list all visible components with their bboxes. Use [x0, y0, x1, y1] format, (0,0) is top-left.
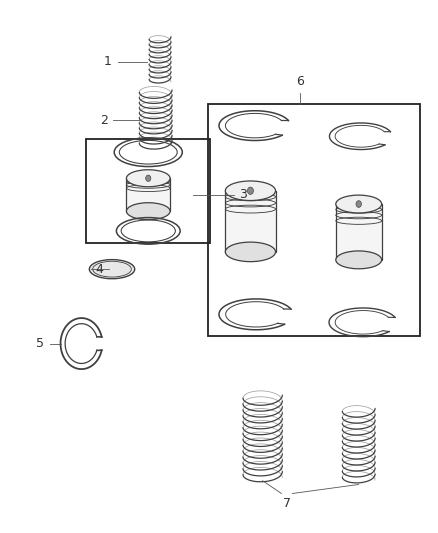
- Bar: [208, 104, 420, 336]
- Text: 2: 2: [100, 114, 108, 127]
- Ellipse shape: [225, 242, 276, 262]
- Ellipse shape: [127, 203, 170, 220]
- Text: 6: 6: [296, 75, 304, 88]
- Ellipse shape: [127, 169, 170, 187]
- Ellipse shape: [89, 260, 135, 279]
- Bar: [225, 191, 276, 252]
- Ellipse shape: [336, 195, 381, 213]
- Ellipse shape: [336, 251, 381, 269]
- Text: 4: 4: [95, 263, 103, 276]
- Circle shape: [356, 201, 361, 207]
- Text: 3: 3: [239, 188, 247, 201]
- Text: 1: 1: [104, 55, 112, 68]
- Circle shape: [146, 175, 151, 181]
- Text: 7: 7: [283, 497, 291, 510]
- Bar: [86, 139, 210, 243]
- Ellipse shape: [93, 261, 131, 277]
- Bar: [336, 204, 381, 260]
- Circle shape: [247, 187, 254, 195]
- Bar: [127, 178, 170, 211]
- Text: 5: 5: [36, 337, 44, 350]
- Ellipse shape: [225, 181, 276, 200]
